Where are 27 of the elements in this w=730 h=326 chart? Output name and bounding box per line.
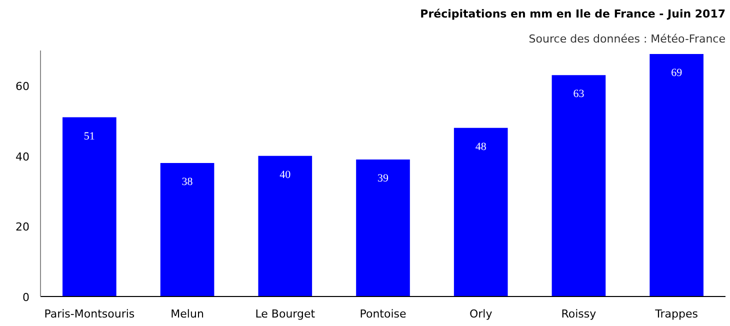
- chart-subtitle: Source des données : Météo-France: [528, 32, 726, 46]
- x-tick-label: Melun: [170, 308, 204, 320]
- chart-title: Précipitations en mm en Ile de France - Juin 2017: [420, 8, 726, 20]
- bar: [356, 159, 410, 296]
- data-label: 40: [280, 168, 292, 181]
- bar: [160, 162, 214, 296]
- y-tick-label: 60: [16, 80, 30, 94]
- x-tick-label: Trappes: [654, 308, 698, 320]
- y-tick-label: 0: [22, 291, 30, 304]
- bar: [258, 156, 312, 296]
- y-tick-label: 40: [16, 150, 30, 164]
- x-tick-label: Le Bourget: [255, 308, 316, 320]
- y-tick-label: 20: [16, 220, 30, 234]
- bar: [62, 117, 116, 296]
- x-tick-label: Pontoise: [360, 308, 407, 320]
- bar: [552, 75, 606, 296]
- bar: [650, 54, 704, 296]
- data-label: 48: [475, 140, 487, 153]
- data-label: 63: [573, 88, 585, 100]
- x-tick-label: Roissy: [561, 308, 597, 320]
- x-tick-label: Orly: [469, 308, 493, 320]
- data-label: 69: [671, 67, 683, 80]
- data-label: 51: [84, 130, 95, 142]
- bar: [454, 128, 508, 296]
- x-tick-label: Paris-Montsouris: [44, 308, 135, 320]
- data-label: 38: [182, 176, 194, 188]
- data-label: 39: [378, 172, 389, 184]
